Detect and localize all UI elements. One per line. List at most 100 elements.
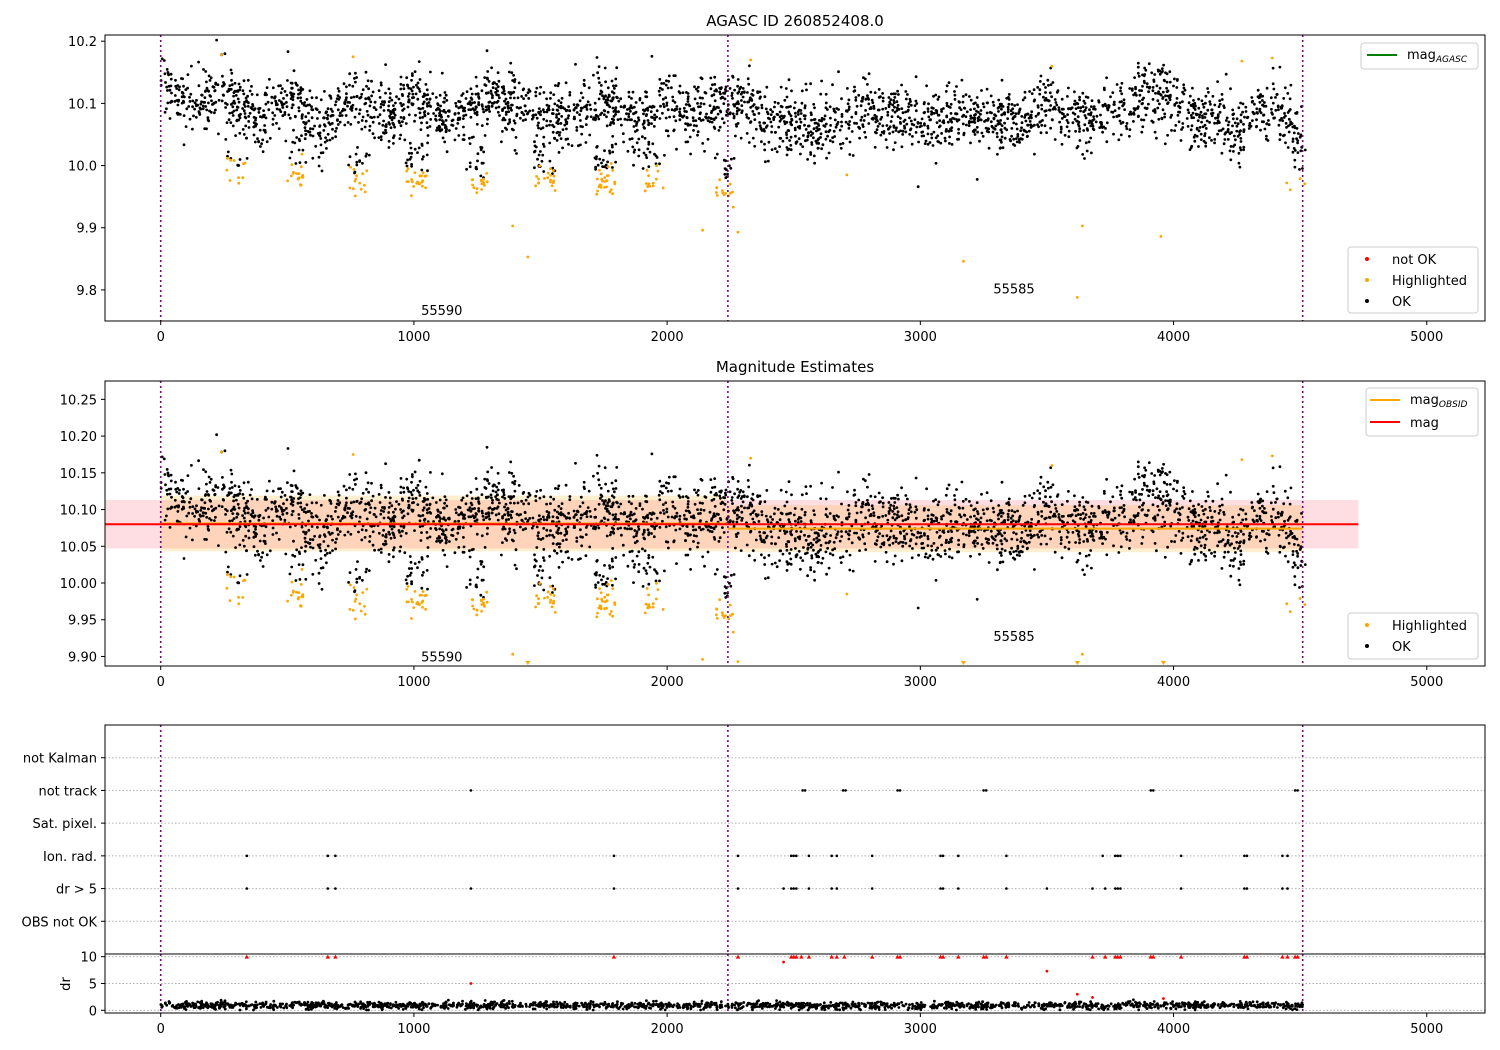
ok-point [1267,119,1270,122]
ok-point [801,559,805,562]
ok-point [522,113,526,117]
ok-point [946,530,950,533]
ok-point [524,118,527,121]
highlighted-point [647,182,651,186]
ok-point [927,508,930,512]
ok-point [210,99,213,103]
ok-point [1210,515,1214,519]
ok-point [595,453,599,457]
ok-point [539,127,543,131]
ok-point [1179,139,1183,142]
ok-point [1239,137,1243,140]
ok-point [1150,119,1154,123]
y-tick-label: 10.1 [68,97,97,112]
ok-point [221,476,224,479]
ok-point [644,90,647,94]
ok-point [197,60,201,64]
ok-point [293,114,297,118]
ok-point [681,91,685,94]
ok-point [1278,118,1282,122]
ok-point [633,148,637,152]
ok-point [365,487,368,491]
highlighted-point [290,174,293,178]
ok-point [782,116,785,120]
ok-point [753,144,757,148]
ok-point [482,150,486,154]
ok-point [1020,115,1024,118]
ok-point [1163,520,1167,524]
ok-point [749,120,753,124]
ok-point [188,505,192,509]
ok-point [468,142,472,146]
ok-point [494,513,498,517]
ok-point [1000,78,1004,82]
ok-point [672,115,676,118]
ok-point [299,501,303,505]
ok-point [713,75,717,79]
ok-point [346,104,349,108]
ok-point [1181,536,1185,540]
ok-point [429,527,433,530]
ok-point [980,89,983,92]
ok-point [1203,123,1207,127]
ok-point [285,507,288,510]
ok-point [1128,134,1131,138]
ok-point [1082,129,1086,132]
ok-point [848,120,852,123]
ok-point [491,86,495,89]
ok-point [938,534,942,538]
ok-point [917,140,920,144]
ok-point [391,122,395,126]
ok-point [983,120,986,123]
ok-point [938,124,942,128]
ok-point [751,517,755,521]
ok-point [334,510,337,513]
ok-point [834,536,838,540]
ok-point [1199,110,1203,114]
ok-point [605,115,608,119]
ok-point [1230,131,1233,134]
ok-point [866,83,869,86]
highlighted-point [656,169,660,173]
ok-point [1229,87,1232,91]
highlighted-point [418,174,422,178]
ok-point [1010,546,1013,550]
ok-point [1130,112,1133,116]
ok-point [666,515,670,519]
ok-point [545,119,549,123]
ok-point [297,88,300,92]
ok-point [357,121,360,124]
ok-point [637,527,641,531]
ok-point [487,482,491,485]
ok-point [851,154,855,157]
ok-point [557,99,561,102]
ok-point [1145,484,1149,488]
ok-point [169,77,173,81]
ok-point [787,518,791,522]
ok-point [885,124,889,127]
ok-point [310,512,313,515]
ok-point [554,487,557,490]
ok-point [1091,127,1095,131]
ok-point [635,128,639,132]
ok-point [200,506,203,510]
ok-point [765,124,769,128]
ok-point [675,147,678,151]
ok-point [573,115,576,119]
ok-point [414,113,417,117]
ok-point [847,123,851,127]
ok-point [1197,145,1200,148]
ok-point [356,146,359,149]
ok-point [746,77,750,81]
ok-point [541,153,545,157]
ok-point [202,68,205,71]
ok-point [871,507,875,510]
ok-point [470,497,474,500]
ok-point [803,114,807,118]
ok-point [227,527,231,531]
ok-point [686,97,690,101]
ok-point [1043,504,1047,508]
ok-point [928,141,932,144]
ok-point [794,547,797,550]
